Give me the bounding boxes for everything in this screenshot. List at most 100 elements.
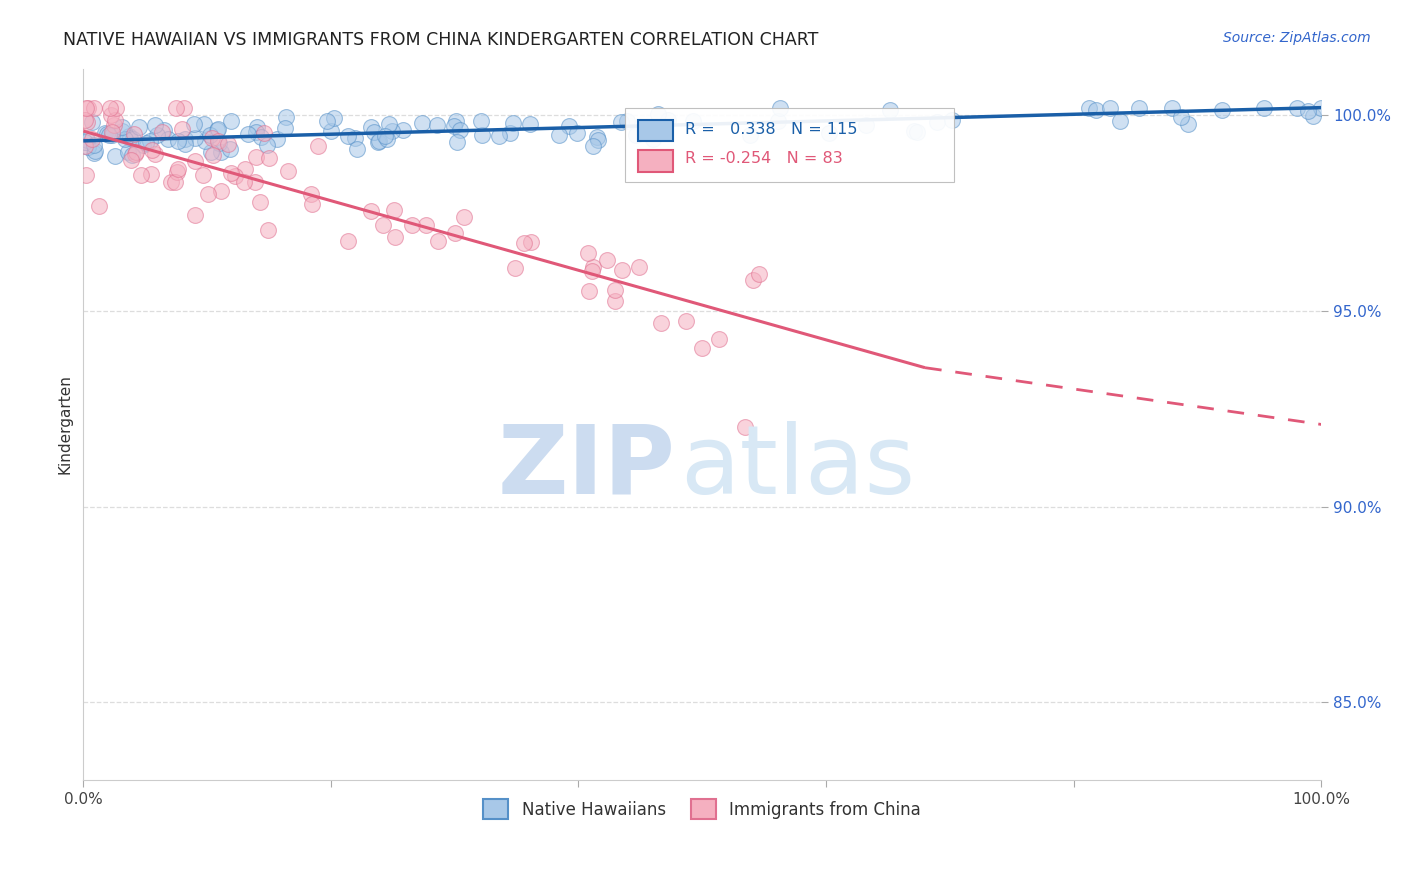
Point — [1296, 104, 1319, 119]
Point — [207, 123, 229, 137]
Point — [139, 167, 162, 181]
Point — [520, 235, 543, 249]
Point — [245, 125, 267, 139]
Point — [87, 199, 110, 213]
Point — [173, 101, 195, 115]
Point — [139, 134, 162, 148]
Point — [209, 145, 232, 159]
Point — [748, 268, 770, 282]
Point — [256, 138, 278, 153]
Point — [741, 272, 763, 286]
Point — [77, 140, 100, 154]
FancyBboxPatch shape — [626, 108, 953, 182]
Text: atlas: atlas — [681, 421, 915, 514]
Point — [217, 137, 239, 152]
Point — [1098, 101, 1121, 115]
Point — [903, 123, 925, 137]
Point — [166, 165, 188, 179]
Point — [446, 135, 468, 149]
Point — [253, 126, 276, 140]
Point — [1211, 103, 1233, 117]
Point — [1309, 101, 1331, 115]
Point — [194, 134, 217, 148]
Point — [117, 145, 139, 160]
Point — [73, 139, 96, 153]
Point — [75, 101, 97, 115]
Bar — [638, 151, 672, 172]
Text: ZIP: ZIP — [498, 421, 675, 514]
Point — [576, 246, 599, 260]
Point — [184, 153, 207, 168]
Point — [117, 128, 139, 143]
Point — [299, 186, 322, 201]
Point — [132, 138, 155, 153]
Point — [610, 115, 633, 129]
Point — [104, 112, 127, 127]
Point — [76, 133, 98, 147]
Point — [243, 176, 266, 190]
Point — [384, 229, 406, 244]
Point — [191, 168, 214, 182]
Point — [250, 129, 273, 144]
Point — [519, 117, 541, 131]
Point — [582, 260, 605, 274]
Point — [233, 176, 256, 190]
Text: R =   0.338   N = 115: R = 0.338 N = 115 — [685, 121, 858, 136]
Point — [301, 196, 323, 211]
Point — [160, 175, 183, 189]
Point — [603, 294, 626, 309]
Point — [471, 128, 494, 142]
Point — [503, 261, 526, 276]
Point — [449, 123, 471, 137]
Point — [1160, 101, 1182, 115]
Point — [101, 125, 124, 139]
Point — [193, 117, 215, 131]
Text: NATIVE HAWAIIAN VS IMMIGRANTS FROM CHINA KINDERGARTEN CORRELATION CHART: NATIVE HAWAIIAN VS IMMIGRANTS FROM CHINA… — [63, 31, 818, 49]
Point — [201, 131, 224, 145]
Point — [346, 142, 368, 156]
Point — [316, 113, 339, 128]
Point — [657, 113, 679, 128]
Bar — [638, 120, 672, 141]
Point — [152, 123, 174, 137]
Point — [94, 126, 117, 140]
Point — [219, 166, 242, 180]
Point — [143, 146, 166, 161]
Point — [941, 113, 963, 128]
Point — [75, 168, 97, 182]
Point — [578, 284, 600, 298]
Point — [120, 153, 142, 167]
Point — [165, 101, 187, 115]
Point — [77, 101, 100, 115]
Point — [319, 124, 342, 138]
Point — [238, 127, 260, 141]
Point — [740, 128, 762, 142]
Point — [360, 203, 382, 218]
Point — [647, 107, 669, 121]
Point — [224, 169, 246, 183]
Point — [141, 143, 163, 157]
Point — [84, 144, 107, 158]
Point — [245, 120, 267, 134]
Point — [145, 118, 167, 132]
Point — [322, 111, 344, 125]
Point — [879, 103, 901, 117]
Point — [643, 132, 665, 146]
Point — [371, 219, 394, 233]
Point — [411, 116, 433, 130]
Point — [80, 132, 103, 146]
Point — [453, 210, 475, 224]
Point — [219, 142, 242, 156]
Point — [380, 124, 402, 138]
Point — [98, 128, 121, 143]
Point — [502, 116, 524, 130]
Point — [707, 332, 730, 346]
Point — [207, 134, 229, 148]
Point — [768, 101, 790, 115]
Point — [443, 119, 465, 133]
Point — [266, 132, 288, 146]
Point — [1109, 114, 1132, 128]
Point — [595, 252, 617, 267]
Point — [444, 113, 467, 128]
Point — [274, 121, 297, 136]
